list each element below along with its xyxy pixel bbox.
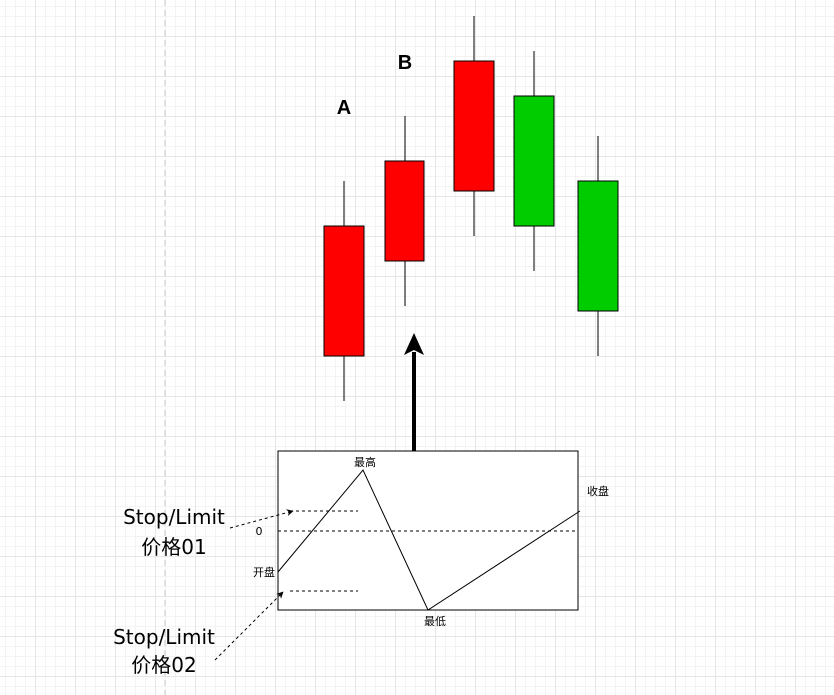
candle-body	[577, 180, 619, 312]
annotation-line2: 价格01	[141, 535, 206, 559]
open-label: 开盘	[253, 565, 275, 579]
price-path	[277, 469, 581, 611]
candle-body	[453, 60, 495, 192]
candle-body	[323, 225, 365, 357]
arrow-head	[404, 333, 424, 355]
annotation-line1: Stop/Limit	[113, 625, 215, 649]
annotation-line1: Stop/Limit	[123, 505, 225, 529]
candle-body	[384, 160, 425, 262]
zero-label: 0	[256, 525, 263, 538]
candlesticks	[323, 16, 619, 401]
label-a: A	[337, 97, 351, 119]
label-b: B	[398, 52, 412, 74]
high-label: 最高	[354, 455, 376, 469]
annotation-arrow	[229, 509, 294, 529]
close-label: 收盘	[587, 484, 609, 498]
candle-body	[513, 95, 555, 227]
annotation-arrow	[214, 591, 284, 661]
annotation-line2: 价格02	[131, 653, 196, 677]
low-label: 最低	[424, 615, 446, 628]
